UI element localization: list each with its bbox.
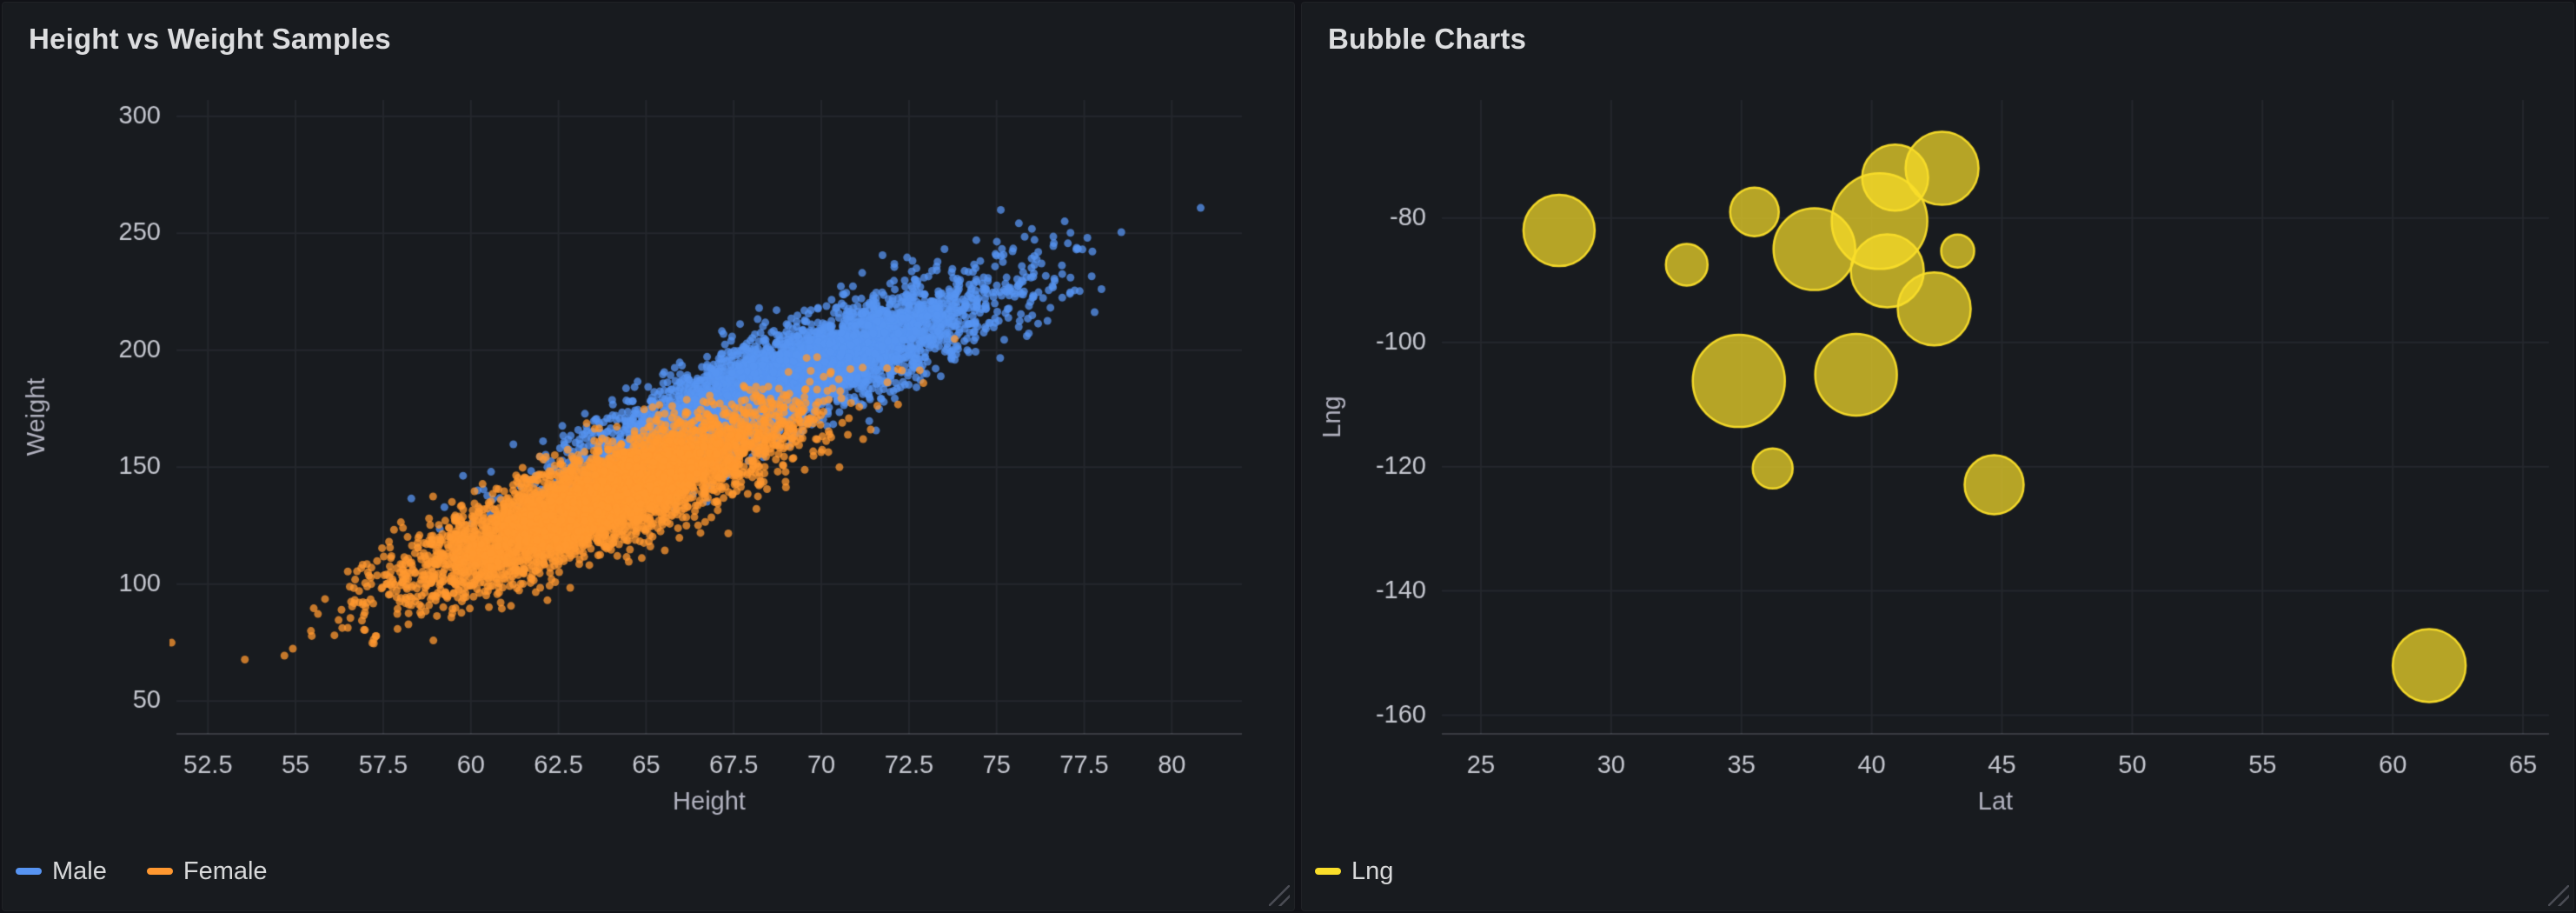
legend-item-lng[interactable]: Lng (1315, 857, 1393, 886)
legend-swatch-female (146, 868, 173, 875)
panel-header: Height vs Weight Samples (3, 3, 1294, 65)
legend-label-male: Male (52, 856, 107, 885)
panel-height-vs-weight: Height vs Weight Samples Male Female (2, 2, 1295, 911)
panel-title[interactable]: Bubble Charts (1328, 23, 1527, 55)
legend-swatch-lng (1315, 868, 1341, 875)
bubble-chart-area[interactable] (1302, 65, 2573, 844)
bubble-chart-canvas[interactable] (1302, 65, 2573, 844)
panel-resize-handle[interactable] (1269, 885, 1290, 906)
legend-label-female: Female (183, 856, 268, 885)
legend-item-female[interactable]: Female (146, 856, 268, 886)
legend-label-lng: Lng (1351, 856, 1394, 885)
scatter-chart-canvas[interactable] (3, 65, 1294, 844)
legend: Lng (1302, 844, 2573, 910)
panel-title[interactable]: Height vs Weight Samples (29, 23, 391, 55)
legend-item-male[interactable]: Male (16, 857, 107, 886)
panel-header: Bubble Charts (1302, 3, 2573, 65)
legend: Male Female (3, 844, 1294, 910)
scatter-chart-area[interactable] (3, 65, 1294, 844)
panel-resize-handle[interactable] (2548, 885, 2569, 906)
legend-swatch-male (16, 868, 42, 875)
panel-bubble-charts: Bubble Charts Lng (1301, 2, 2574, 911)
